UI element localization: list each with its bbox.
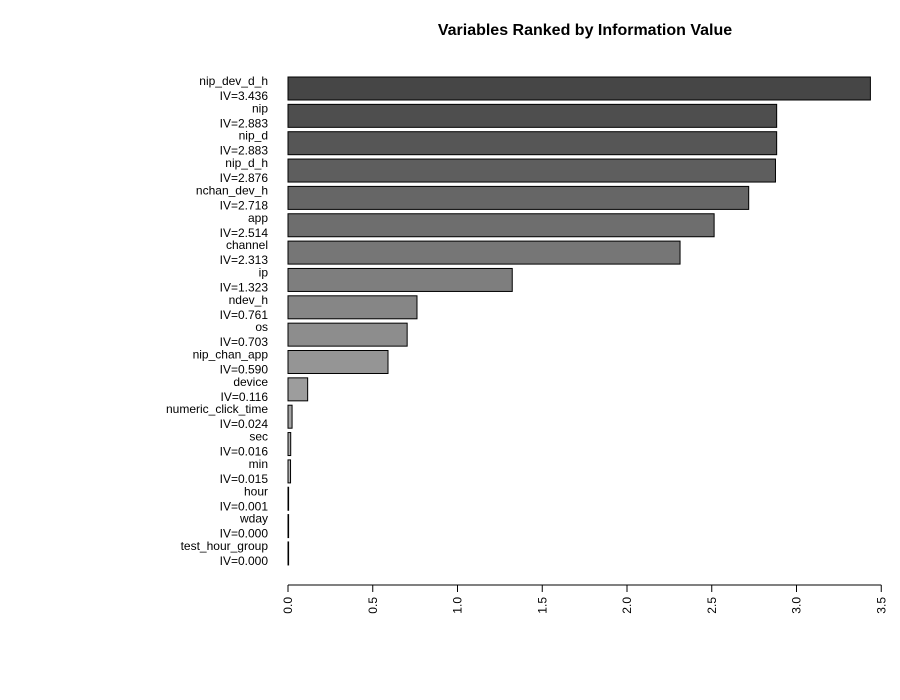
category-labels-group: nip_dev_d_hIV=3.436nipIV=2.883nip_dIV=2.…: [166, 74, 268, 568]
iv-value-label: IV=2.883: [220, 116, 269, 130]
bar-nchan_dev_h: [287, 185, 750, 210]
x-tick-label: 1.0: [451, 597, 465, 614]
x-tick-label: 2.0: [620, 597, 634, 614]
bar-os: [287, 322, 408, 347]
x-tick-label: 3.5: [874, 597, 888, 614]
iv-value-label: IV=0.000: [220, 554, 269, 568]
iv-value-label: IV=0.024: [220, 417, 269, 431]
iv-value-label: IV=0.590: [220, 363, 269, 377]
bar-hour: [287, 486, 290, 511]
bar-channel: [287, 240, 681, 265]
category-label: nchan_dev_h: [196, 183, 268, 197]
bar-nip_chan_app: [287, 350, 389, 374]
bar-nip_dev_d_h: [287, 76, 871, 101]
iv-value-label: IV=0.001: [220, 499, 269, 513]
iv-value-label: IV=0.761: [220, 308, 269, 322]
bar-device: [287, 377, 309, 402]
iv-value-label: IV=2.514: [220, 226, 269, 240]
category-label: ip: [259, 265, 269, 279]
iv-value-label: IV=0.703: [220, 335, 269, 349]
iv-value-label: IV=2.876: [220, 171, 269, 185]
bar-ip: [287, 267, 513, 292]
iv-value-label: IV=0.015: [220, 472, 269, 486]
category-label: app: [248, 211, 268, 225]
category-label: hour: [244, 484, 268, 498]
chart-title: Variables Ranked by Information Value: [438, 22, 732, 39]
x-tick-label: 3.0: [790, 597, 804, 614]
x-tick-label: 0.5: [366, 597, 380, 614]
category-label: numeric_click_time: [166, 402, 268, 416]
x-tick-label: 1.5: [535, 597, 549, 614]
category-label: min: [249, 457, 268, 471]
category-label: ndev_h: [229, 293, 268, 307]
category-label: nip_d_h: [225, 156, 268, 170]
iv-value-label: IV=2.718: [220, 198, 269, 212]
x-axis: 0.0 0.5 1.0 1.5 2.0 2.5 3.0 3.5: [281, 584, 888, 614]
category-label: device: [233, 375, 268, 389]
bar-app: [287, 213, 715, 238]
iv-value-label: IV=2.313: [220, 253, 269, 267]
bar-test_hour_group: [287, 541, 290, 566]
bar-numeric_click_time: [287, 404, 293, 429]
bar-wday: [287, 514, 290, 539]
category-label: wday: [239, 512, 268, 526]
bars-group: [287, 76, 871, 566]
category-label: nip_dev_d_h: [199, 74, 268, 88]
iv-value-label: IV=0.016: [220, 445, 269, 459]
iv-value-label: IV=3.436: [220, 89, 269, 103]
category-label: nip: [252, 101, 268, 115]
iv-value-label: IV=2.883: [220, 144, 269, 158]
category-label: nip_d: [239, 129, 268, 143]
x-tick-label: 0.0: [281, 597, 295, 614]
category-label: os: [255, 320, 268, 334]
iv-value-label: IV=1.323: [220, 280, 269, 294]
bar-sec: [287, 432, 292, 457]
category-label: sec: [249, 430, 268, 444]
bar-nip: [287, 103, 778, 128]
iv-value-label: IV=0.116: [221, 390, 269, 404]
bar-nip_d_h: [287, 158, 776, 183]
category-label: test_hour_group: [181, 539, 269, 553]
bar-min: [287, 459, 292, 484]
category-label: nip_chan_app: [193, 348, 269, 362]
bar-ndev_h: [287, 295, 418, 320]
bar-nip_d: [287, 131, 778, 156]
category-label: channel: [226, 238, 268, 252]
x-tick-label: 2.5: [705, 597, 719, 614]
iv-value-label: IV=0.000: [220, 527, 269, 541]
